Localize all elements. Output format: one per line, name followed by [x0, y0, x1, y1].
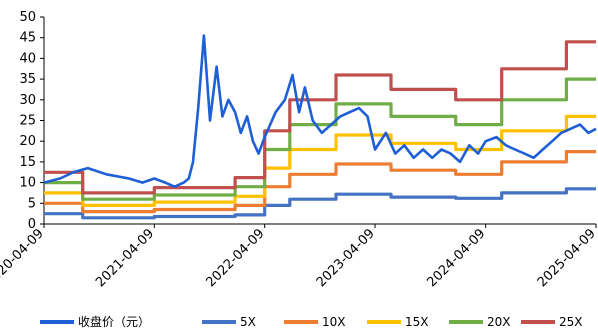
- y-tick-label: 0: [28, 217, 36, 232]
- y-tick-label: 50: [19, 10, 36, 25]
- y-tick-label: 40: [19, 51, 36, 66]
- y-tick-label: 45: [19, 31, 36, 46]
- series-line-2: [44, 150, 596, 214]
- y-axis-ticks: 0 5 10 15 20 25 30 35 40 45 50: [19, 10, 44, 232]
- series-line-0: [43, 34, 597, 188]
- y-tick-label: 30: [19, 93, 36, 108]
- legend-label-1: 5X: [240, 315, 256, 329]
- x-axis-ticks: 2020-04-09 2021-04-09 2022-04-09 2023-04-09…: [0, 224, 598, 290]
- legend: 收盘价（元） 5X 10X 15X 20X 25X: [40, 314, 583, 329]
- legend-label-5: 25X: [559, 315, 583, 329]
- legend-label-4: 20X: [487, 315, 511, 329]
- x-tick-label: 2022-04-09: [203, 226, 267, 290]
- x-tick-label: 2023-04-09: [314, 226, 378, 290]
- legend-label-2: 10X: [322, 315, 346, 329]
- series-line-1: [44, 187, 596, 220]
- y-tick-label: 35: [19, 72, 36, 87]
- x-tick-label: 2024-04-09: [424, 226, 488, 290]
- x-tick-label: 2020-04-09: [0, 226, 47, 290]
- series-layer: [43, 34, 597, 220]
- x-tick-label: 2021-04-09: [93, 226, 157, 290]
- y-tick-label: 20: [19, 134, 36, 149]
- y-tick-label: 25: [19, 114, 36, 129]
- y-tick-label: 10: [19, 176, 36, 191]
- x-tick-label: 2025-04-09: [535, 226, 598, 290]
- legend-label-0: 收盘价（元）: [78, 314, 150, 329]
- series-line-5: [44, 40, 596, 195]
- y-tick-label: 15: [19, 155, 36, 170]
- legend-label-3: 15X: [405, 315, 429, 329]
- series-line-4: [44, 77, 596, 201]
- y-tick-label: 5: [28, 196, 36, 211]
